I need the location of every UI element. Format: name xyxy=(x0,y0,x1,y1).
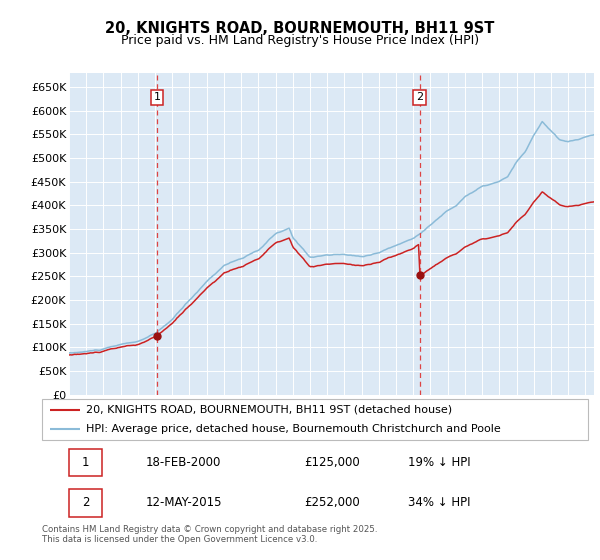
Text: £252,000: £252,000 xyxy=(304,496,360,510)
Text: HPI: Average price, detached house, Bournemouth Christchurch and Poole: HPI: Average price, detached house, Bour… xyxy=(86,424,500,434)
Text: 20, KNIGHTS ROAD, BOURNEMOUTH, BH11 9ST: 20, KNIGHTS ROAD, BOURNEMOUTH, BH11 9ST xyxy=(106,21,494,36)
Text: Contains HM Land Registry data © Crown copyright and database right 2025.
This d: Contains HM Land Registry data © Crown c… xyxy=(42,525,377,544)
Text: 18-FEB-2000: 18-FEB-2000 xyxy=(146,456,221,469)
Text: 34% ↓ HPI: 34% ↓ HPI xyxy=(408,496,470,510)
Bar xyxy=(70,489,102,517)
Bar xyxy=(70,449,102,477)
Text: 1: 1 xyxy=(82,456,89,469)
Text: 2: 2 xyxy=(82,496,89,510)
Text: 12-MAY-2015: 12-MAY-2015 xyxy=(146,496,222,510)
Text: 1: 1 xyxy=(154,92,161,102)
Text: Price paid vs. HM Land Registry's House Price Index (HPI): Price paid vs. HM Land Registry's House … xyxy=(121,34,479,46)
Text: £125,000: £125,000 xyxy=(304,456,360,469)
Text: 2: 2 xyxy=(416,92,423,102)
Text: 19% ↓ HPI: 19% ↓ HPI xyxy=(408,456,470,469)
Text: 20, KNIGHTS ROAD, BOURNEMOUTH, BH11 9ST (detached house): 20, KNIGHTS ROAD, BOURNEMOUTH, BH11 9ST … xyxy=(86,405,452,415)
